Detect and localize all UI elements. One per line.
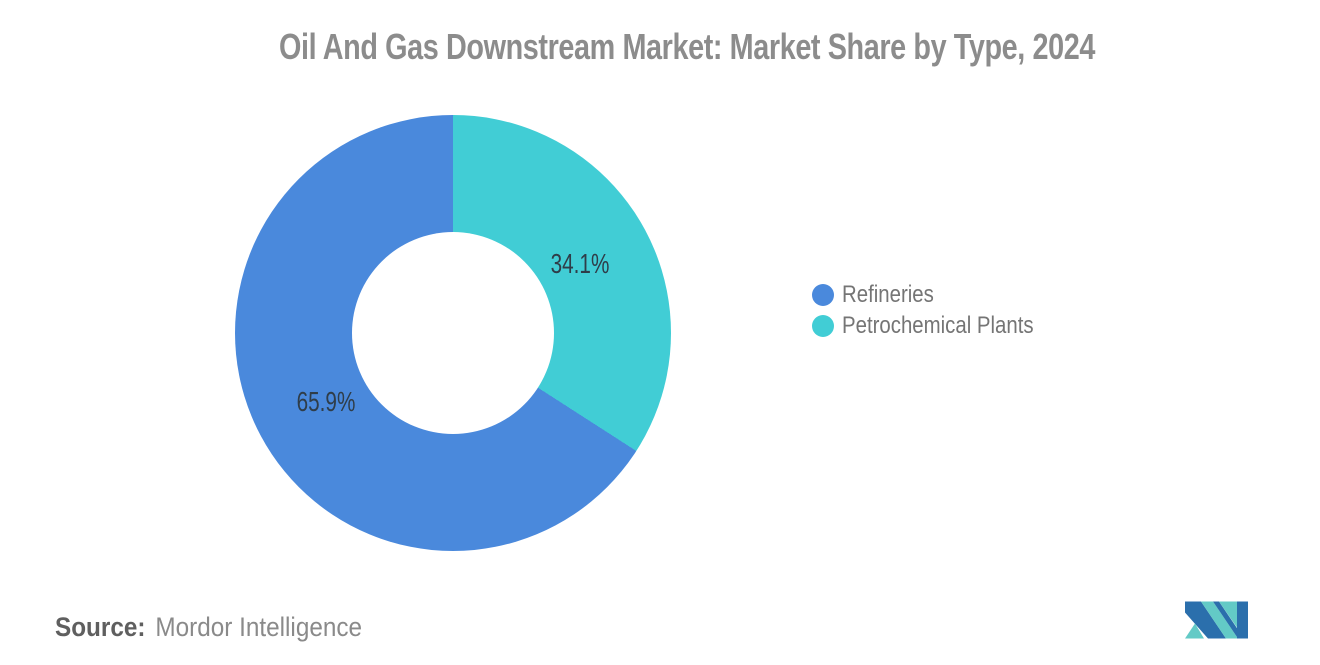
legend-item-petrochemical-plants[interactable]: Petrochemical Plants: [812, 312, 1067, 339]
source-label: Source:: [55, 612, 146, 642]
slice-label-refineries: 65.9%: [296, 386, 356, 418]
slice-label-petrochemical-plants: 34.1%: [550, 247, 610, 279]
refineries-dot-icon: [812, 284, 834, 306]
donut-hole: [352, 232, 554, 434]
legend-label-refineries: Refineries: [842, 281, 934, 308]
legend-item-refineries[interactable]: Refineries: [812, 281, 1067, 308]
legend-label-petrochemical-plants: Petrochemical Plants: [842, 312, 1034, 339]
mordor-intelligence-logo: [1185, 601, 1248, 639]
legend: Refineries Petrochemical Plants: [812, 281, 1067, 339]
donut-chart[interactable]: 34.1% 65.9%: [235, 115, 671, 551]
petrochemical-plants-dot-icon: [812, 315, 834, 337]
source-line: Source: Mordor Intelligence: [55, 612, 362, 643]
source-value: Mordor Intelligence: [155, 612, 363, 642]
chart-title: Oil And Gas Downstream Market: Market Sh…: [279, 26, 1095, 67]
